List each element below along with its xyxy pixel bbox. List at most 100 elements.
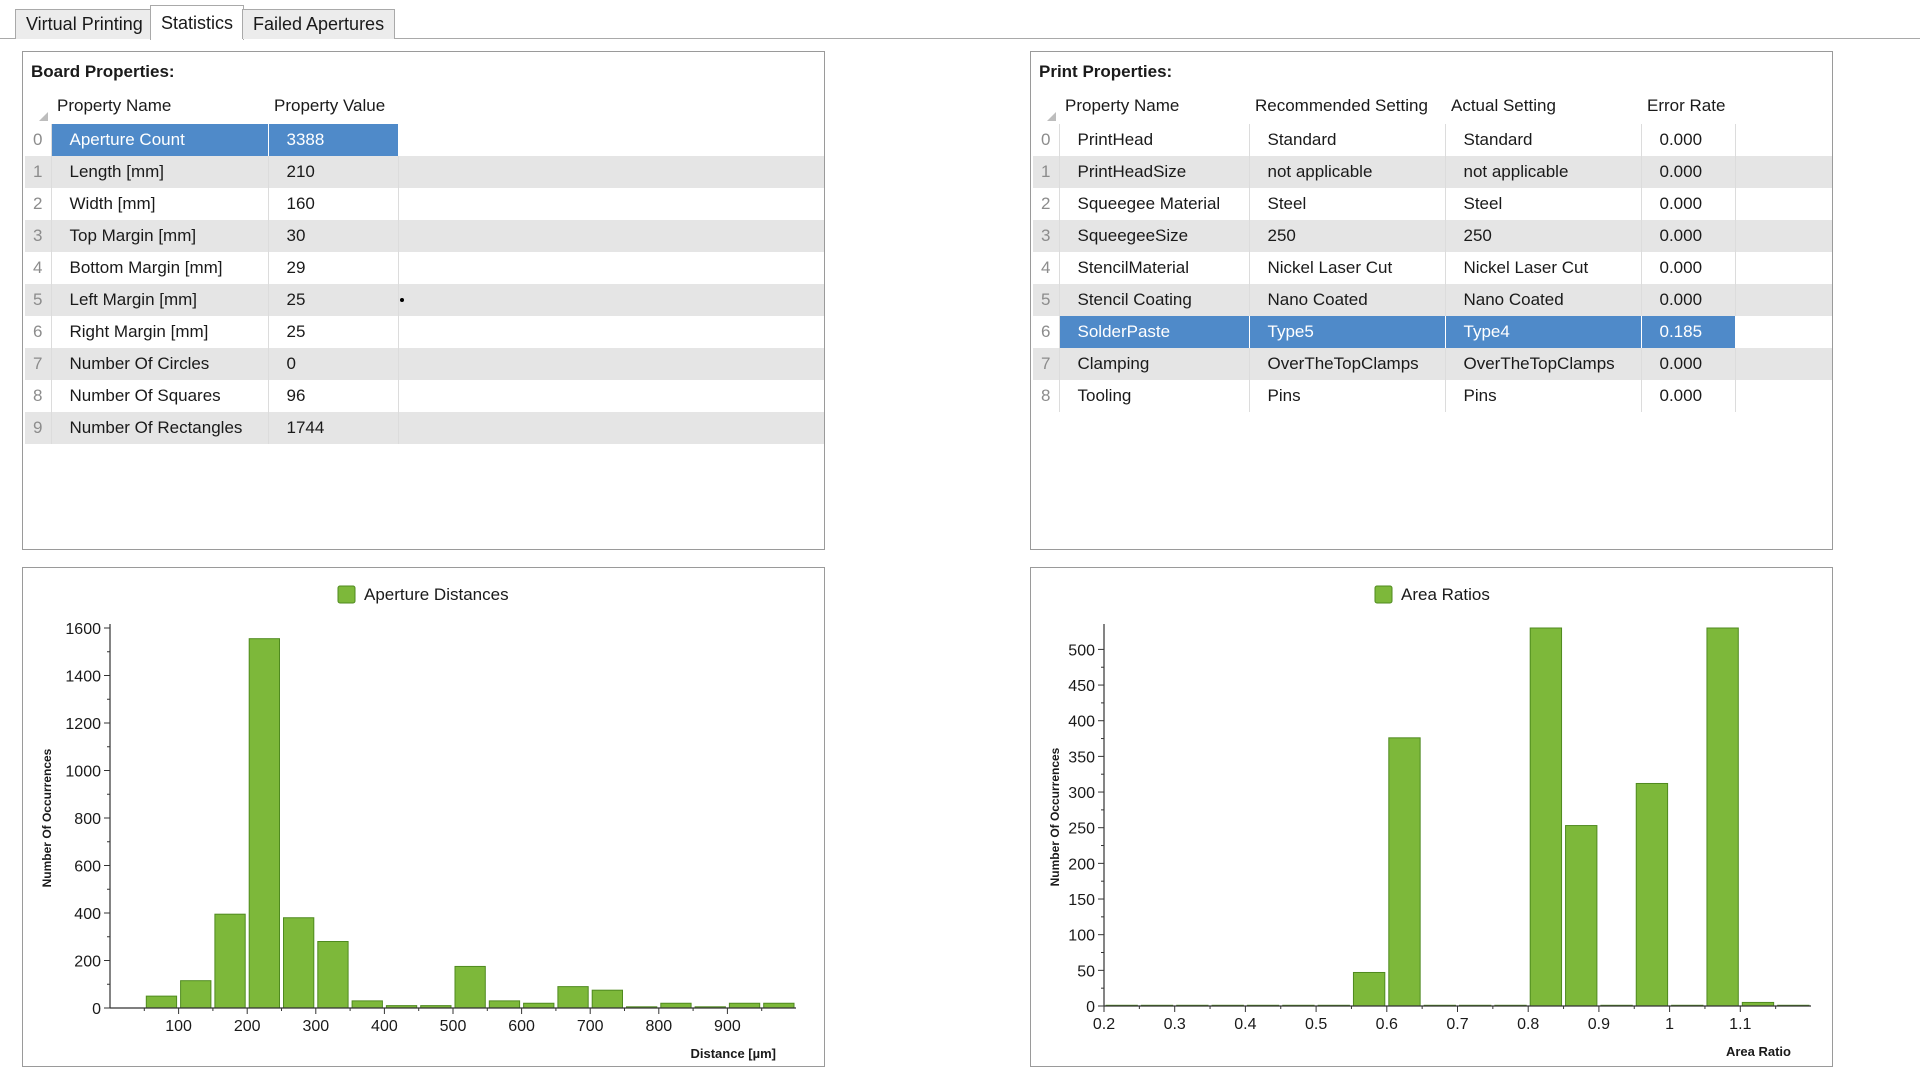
actual-setting-cell[interactable]: Pins bbox=[1445, 380, 1642, 412]
error-rate-cell[interactable]: 0.000 bbox=[1641, 380, 1736, 412]
property-name-cell[interactable]: PrintHeadSize bbox=[1059, 156, 1250, 188]
table-row[interactable]: 5 Stencil Coating Nano Coated Nano Coated 0.… bbox=[1033, 284, 1832, 316]
row-index[interactable]: 6 bbox=[25, 316, 52, 348]
row-index[interactable]: 3 bbox=[25, 220, 52, 252]
table-row[interactable]: 4 Bottom Margin [mm] 29 bbox=[25, 252, 824, 284]
property-name-cell[interactable]: SqueegeeSize bbox=[1059, 220, 1250, 252]
row-index[interactable]: 0 bbox=[1033, 124, 1060, 156]
property-name-cell[interactable]: Bottom Margin [mm] bbox=[51, 252, 269, 284]
table-row[interactable]: 6 Right Margin [mm] 25 bbox=[25, 316, 824, 348]
actual-setting-cell[interactable]: OverTheTopClamps bbox=[1445, 348, 1642, 380]
actual-setting-cell[interactable]: Type4 bbox=[1445, 316, 1642, 348]
table-row[interactable]: 6 SolderPaste Type5 Type4 0.185 bbox=[1033, 316, 1832, 348]
recommended-setting-cell[interactable]: OverTheTopClamps bbox=[1249, 348, 1446, 380]
row-index[interactable]: 2 bbox=[1033, 188, 1060, 220]
row-index[interactable]: 7 bbox=[1033, 348, 1060, 380]
column-header-recommended-setting[interactable]: Recommended Setting bbox=[1255, 96, 1428, 115]
table-row[interactable]: 3 Top Margin [mm] 30 bbox=[25, 220, 824, 252]
property-value-cell[interactable]: 96 bbox=[268, 380, 399, 412]
error-rate-cell[interactable]: 0.000 bbox=[1641, 284, 1736, 316]
recommended-setting-cell[interactable]: 250 bbox=[1249, 220, 1446, 252]
property-value-cell[interactable]: 0 bbox=[268, 348, 399, 380]
select-all-corner[interactable] bbox=[25, 88, 51, 124]
property-value-cell[interactable]: 210 bbox=[268, 156, 399, 188]
board-properties-grid[interactable]: Property Name Property Value 0 Aperture C… bbox=[25, 88, 824, 444]
property-name-cell[interactable]: Number Of Rectangles bbox=[51, 412, 269, 444]
actual-setting-cell[interactable]: Nickel Laser Cut bbox=[1445, 252, 1642, 284]
column-header-property-value[interactable]: Property Value bbox=[274, 96, 386, 115]
table-row[interactable]: 2 Width [mm] 160 bbox=[25, 188, 824, 220]
error-rate-cell[interactable]: 0.000 bbox=[1641, 188, 1736, 220]
recommended-setting-cell[interactable]: not applicable bbox=[1249, 156, 1446, 188]
property-name-cell[interactable]: SolderPaste bbox=[1059, 316, 1250, 348]
recommended-setting-cell[interactable]: Type5 bbox=[1249, 316, 1446, 348]
column-header-property-name[interactable]: Property Name bbox=[1065, 96, 1180, 115]
recommended-setting-cell[interactable]: Nickel Laser Cut bbox=[1249, 252, 1446, 284]
actual-setting-cell[interactable]: Nano Coated bbox=[1445, 284, 1642, 316]
property-value-cell[interactable]: 3388 bbox=[268, 124, 399, 156]
row-index[interactable]: 1 bbox=[25, 156, 52, 188]
actual-setting-cell[interactable]: Standard bbox=[1445, 124, 1642, 156]
recommended-setting-cell[interactable]: Steel bbox=[1249, 188, 1446, 220]
property-value-cell[interactable]: 25 bbox=[268, 316, 399, 348]
recommended-setting-cell[interactable]: Standard bbox=[1249, 124, 1446, 156]
property-value-cell[interactable]: 25 bbox=[268, 284, 399, 316]
print-properties-grid[interactable]: Property Name Recommended Setting Actual… bbox=[1033, 88, 1832, 412]
row-index[interactable]: 1 bbox=[1033, 156, 1060, 188]
error-rate-cell[interactable]: 0.000 bbox=[1641, 220, 1736, 252]
property-name-cell[interactable]: Right Margin [mm] bbox=[51, 316, 269, 348]
row-index[interactable]: 5 bbox=[1033, 284, 1060, 316]
table-row[interactable]: 7 Number Of Circles 0 bbox=[25, 348, 824, 380]
table-row[interactable]: 2 Squeegee Material Steel Steel 0.000 bbox=[1033, 188, 1832, 220]
row-index[interactable]: 2 bbox=[25, 188, 52, 220]
row-index[interactable]: 3 bbox=[1033, 220, 1060, 252]
column-header-actual-setting[interactable]: Actual Setting bbox=[1451, 96, 1556, 115]
column-header-property-name[interactable]: Property Name bbox=[57, 96, 172, 115]
table-row[interactable]: 5 Left Margin [mm] 25 bbox=[25, 284, 824, 316]
error-rate-cell[interactable]: 0.185 bbox=[1641, 316, 1736, 348]
row-index[interactable]: 4 bbox=[1033, 252, 1060, 284]
error-rate-cell[interactable]: 0.000 bbox=[1641, 124, 1736, 156]
table-row[interactable]: 3 SqueegeeSize 250 250 0.000 bbox=[1033, 220, 1832, 252]
error-rate-cell[interactable]: 0.000 bbox=[1641, 156, 1736, 188]
tab-statistics[interactable]: Statistics bbox=[150, 5, 245, 40]
row-index[interactable]: 7 bbox=[25, 348, 52, 380]
property-name-cell[interactable]: StencilMaterial bbox=[1059, 252, 1250, 284]
actual-setting-cell[interactable]: 250 bbox=[1445, 220, 1642, 252]
table-row[interactable]: 8 Tooling Pins Pins 0.000 bbox=[1033, 380, 1832, 412]
table-row[interactable]: 1 Length [mm] 210 bbox=[25, 156, 824, 188]
property-name-cell[interactable]: Number Of Squares bbox=[51, 380, 269, 412]
property-value-cell[interactable]: 29 bbox=[268, 252, 399, 284]
row-index[interactable]: 9 bbox=[25, 412, 52, 444]
row-index[interactable]: 5 bbox=[25, 284, 52, 316]
error-rate-cell[interactable]: 0.000 bbox=[1641, 348, 1736, 380]
table-row[interactable]: 0 Aperture Count 3388 bbox=[25, 124, 824, 156]
property-value-cell[interactable]: 1744 bbox=[268, 412, 399, 444]
property-name-cell[interactable]: Number Of Circles bbox=[51, 348, 269, 380]
row-index[interactable]: 8 bbox=[1033, 380, 1060, 412]
property-value-cell[interactable]: 30 bbox=[268, 220, 399, 252]
row-index[interactable]: 0 bbox=[25, 124, 52, 156]
table-row[interactable]: 4 StencilMaterial Nickel Laser Cut Nickel L… bbox=[1033, 252, 1832, 284]
table-row[interactable]: 8 Number Of Squares 96 bbox=[25, 380, 824, 412]
column-header-error-rate[interactable]: Error Rate bbox=[1647, 96, 1726, 115]
property-name-cell[interactable]: Squeegee Material bbox=[1059, 188, 1250, 220]
property-name-cell[interactable]: Width [mm] bbox=[51, 188, 269, 220]
property-name-cell[interactable]: Length [mm] bbox=[51, 156, 269, 188]
property-name-cell[interactable]: Clamping bbox=[1059, 348, 1250, 380]
property-name-cell[interactable]: Tooling bbox=[1059, 380, 1250, 412]
property-name-cell[interactable]: Left Margin [mm] bbox=[51, 284, 269, 316]
row-index[interactable]: 6 bbox=[1033, 316, 1060, 348]
table-row[interactable]: 9 Number Of Rectangles 1744 bbox=[25, 412, 824, 444]
select-all-corner[interactable] bbox=[1033, 88, 1059, 124]
table-row[interactable]: 7 Clamping OverTheTopClamps OverTheTopClamp… bbox=[1033, 348, 1832, 380]
tab-virtual-printing[interactable]: Virtual Printing bbox=[15, 9, 154, 39]
recommended-setting-cell[interactable]: Pins bbox=[1249, 380, 1446, 412]
table-row[interactable]: 0 PrintHead Standard Standard 0.000 bbox=[1033, 124, 1832, 156]
error-rate-cell[interactable]: 0.000 bbox=[1641, 252, 1736, 284]
property-name-cell[interactable]: Aperture Count bbox=[51, 124, 269, 156]
row-index[interactable]: 8 bbox=[25, 380, 52, 412]
property-name-cell[interactable]: Stencil Coating bbox=[1059, 284, 1250, 316]
recommended-setting-cell[interactable]: Nano Coated bbox=[1249, 284, 1446, 316]
row-index[interactable]: 4 bbox=[25, 252, 52, 284]
